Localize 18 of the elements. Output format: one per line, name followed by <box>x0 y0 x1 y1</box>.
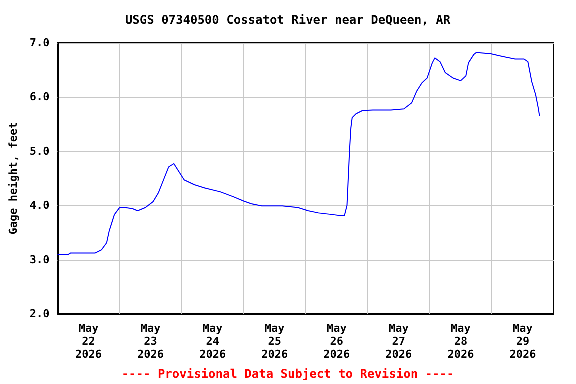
x-tick-label: May 25 2026 <box>262 322 288 361</box>
x-tick-label: May 23 2026 <box>138 322 164 361</box>
chart-title: USGS 07340500 Cossatot River near DeQueen, AR <box>125 13 452 27</box>
x-tick-label: May 24 2026 <box>200 322 226 361</box>
x-tick-label: May 28 2026 <box>448 322 475 361</box>
y-tick-label: 2.0 <box>30 308 50 320</box>
x-tick-label: May 27 2026 <box>386 322 413 361</box>
x-tick-label: May 22 2026 <box>76 322 102 361</box>
y-tick-label: 6.0 <box>30 90 50 104</box>
y-tick-label: 4.0 <box>30 199 50 212</box>
line-series <box>57 52 540 256</box>
y-tick-label: 7.0 <box>30 36 50 50</box>
y-tick-label: 3.0 <box>30 253 50 266</box>
y-axis-title: Gage height, feet <box>7 122 20 235</box>
x-tick-label: May 26 2026 <box>324 322 351 361</box>
x-tick-label: May 29 2026 <box>510 322 537 361</box>
text: ---- Provisional Data Subject to Revision ---- <box>122 367 454 381</box>
y-tick-label: 5.0 <box>30 144 50 158</box>
